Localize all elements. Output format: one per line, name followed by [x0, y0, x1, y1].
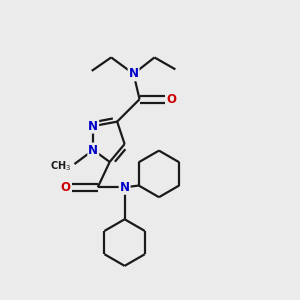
Text: N: N — [129, 68, 139, 80]
Text: N: N — [88, 143, 98, 157]
Text: N: N — [120, 181, 130, 194]
Text: CH$_3$: CH$_3$ — [50, 160, 71, 173]
Text: O: O — [167, 93, 176, 106]
Text: N: N — [88, 120, 98, 133]
Text: O: O — [61, 181, 71, 194]
